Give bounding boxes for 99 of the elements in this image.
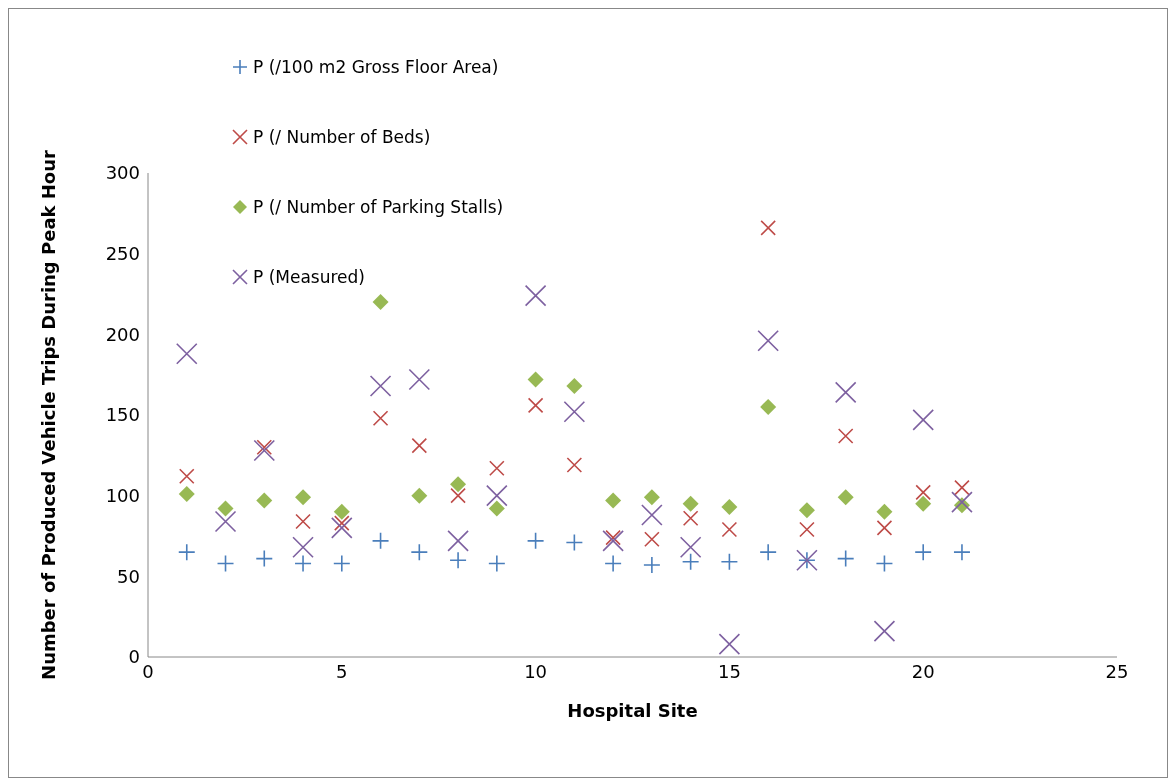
legend-label: P (/100 m2 Gross Floor Area) <box>253 56 499 77</box>
point <box>565 533 584 552</box>
point <box>915 484 931 501</box>
point <box>295 489 312 506</box>
point <box>605 529 621 546</box>
point <box>489 460 505 477</box>
point <box>333 554 351 573</box>
point <box>488 554 506 573</box>
point <box>644 531 660 548</box>
point <box>449 551 467 569</box>
point <box>526 532 545 550</box>
point <box>253 439 276 462</box>
point <box>799 521 815 538</box>
y-tick-label: 250 <box>105 243 140 265</box>
point <box>411 487 428 504</box>
point <box>718 633 741 655</box>
point <box>295 513 311 530</box>
point <box>524 284 547 307</box>
point <box>566 377 583 394</box>
point <box>798 502 815 519</box>
y-tick-label: 150 <box>105 404 140 426</box>
point <box>760 220 776 236</box>
x-tick-label: 15 <box>717 660 741 682</box>
point <box>334 515 350 531</box>
point <box>836 549 855 568</box>
point <box>333 503 350 520</box>
point <box>177 543 196 561</box>
x-tick-label: 25 <box>1105 660 1129 682</box>
x-tick-label: 0 <box>142 660 154 682</box>
point <box>602 530 624 552</box>
point <box>178 486 195 503</box>
point <box>447 530 469 552</box>
point <box>876 520 893 536</box>
point <box>214 510 237 533</box>
x-tick-label: 5 <box>336 660 348 682</box>
point <box>757 329 779 352</box>
point <box>720 553 739 571</box>
y-tick-label: 100 <box>105 485 140 507</box>
point <box>721 498 738 515</box>
legend-label: P (/ Number of Parking Stalls) <box>253 196 504 217</box>
point <box>256 439 273 456</box>
point <box>953 543 971 561</box>
point <box>643 489 660 506</box>
point <box>411 437 428 454</box>
point <box>641 504 663 526</box>
point <box>605 492 622 509</box>
point <box>331 517 353 539</box>
point <box>527 371 544 388</box>
x-axis-title: Hospital Site <box>567 700 698 721</box>
y-tick-label: 300 <box>105 162 140 184</box>
point <box>721 521 738 538</box>
point <box>912 409 934 431</box>
point <box>410 543 429 561</box>
point <box>255 549 274 568</box>
point <box>178 468 195 485</box>
point <box>527 397 544 414</box>
point <box>408 368 431 391</box>
point <box>914 543 932 561</box>
point <box>217 500 234 517</box>
legend-label: P (/ Number of Beds) <box>253 126 431 147</box>
point <box>643 556 661 574</box>
y-tick-label: 200 <box>105 323 140 345</box>
point <box>837 428 854 444</box>
point <box>563 400 586 423</box>
point <box>371 532 390 550</box>
point <box>256 492 273 509</box>
point <box>682 495 699 512</box>
point <box>837 489 854 506</box>
point <box>681 553 700 571</box>
legend-label: P (Measured) <box>253 266 365 287</box>
point <box>450 476 467 493</box>
point <box>759 543 777 561</box>
point <box>216 554 235 573</box>
x-tick-label: 20 <box>911 660 935 682</box>
point <box>951 491 973 513</box>
point <box>954 479 970 496</box>
point <box>873 620 896 642</box>
y-tick-label: 0 <box>128 646 140 668</box>
point <box>369 375 392 397</box>
point <box>372 410 389 427</box>
point <box>682 510 699 527</box>
point <box>604 554 622 573</box>
point <box>679 536 702 559</box>
point <box>566 457 583 473</box>
y-axis-title: Number of Produced Vehicle Trips During Peak Hour <box>38 149 60 680</box>
point <box>760 398 777 415</box>
x-tick-label: 10 <box>524 660 548 682</box>
point <box>175 342 198 365</box>
point <box>450 487 466 504</box>
point <box>486 484 508 507</box>
point <box>876 503 893 520</box>
point <box>875 554 894 573</box>
point <box>292 536 314 559</box>
point <box>834 381 857 404</box>
point <box>294 554 312 573</box>
y-tick-label: 50 <box>117 565 140 587</box>
point <box>488 500 505 517</box>
point <box>915 495 932 512</box>
point <box>372 294 389 311</box>
